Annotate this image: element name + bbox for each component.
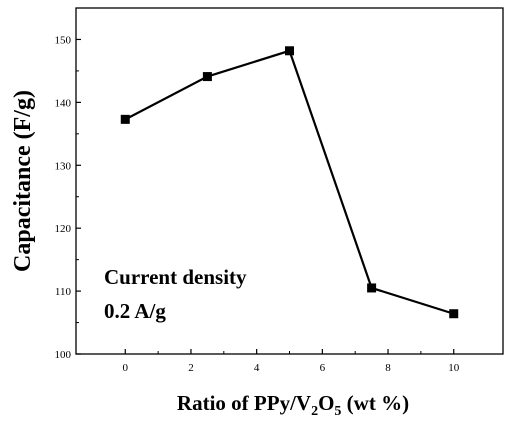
y-axis-title: Capacitance (F/g)	[10, 90, 36, 272]
annotation-line-1: Current density	[104, 265, 247, 289]
x-tick-label-2: 4	[254, 362, 260, 374]
x-axis-title-sub-2: 5	[334, 404, 341, 419]
x-tick-label-3: 6	[320, 362, 326, 374]
data-point-2	[285, 46, 294, 56]
y-tick-label-2: 120	[55, 223, 72, 235]
x-axis-title-suffix: (wt %)	[341, 391, 409, 415]
data-point-4	[449, 309, 459, 319]
x-tick-label-1: 2	[188, 362, 194, 374]
x-axis-title: Ratio of PPy/V2O5 (wt %)	[177, 391, 409, 419]
x-axis-title-mid: O	[318, 391, 334, 415]
y-tick-label-1: 110	[55, 286, 72, 298]
x-tick-label-5: 10	[448, 362, 460, 374]
x-axis-title-sub-1: 2	[311, 404, 318, 419]
series-group	[120, 46, 459, 319]
y-axis-ticks: 100 110 120 130 140 150	[55, 34, 81, 361]
y-tick-label-3: 130	[55, 160, 72, 172]
x-axis-title-prefix: Ratio of PPy/V	[177, 391, 311, 415]
annotation-line-2: 0.2 A/g	[104, 299, 166, 323]
x-axis-ticks: 0 2 4 6 8 10	[123, 349, 460, 374]
data-point-1	[202, 72, 212, 82]
x-tick-label-0: 0	[123, 362, 129, 374]
data-point-3	[367, 283, 377, 293]
y-tick-label-4: 140	[55, 97, 72, 109]
x-tick-label-4: 8	[385, 362, 391, 374]
y-tick-label-0: 100	[55, 349, 72, 361]
data-point-0	[120, 114, 130, 124]
y-tick-label-5: 150	[55, 34, 72, 46]
